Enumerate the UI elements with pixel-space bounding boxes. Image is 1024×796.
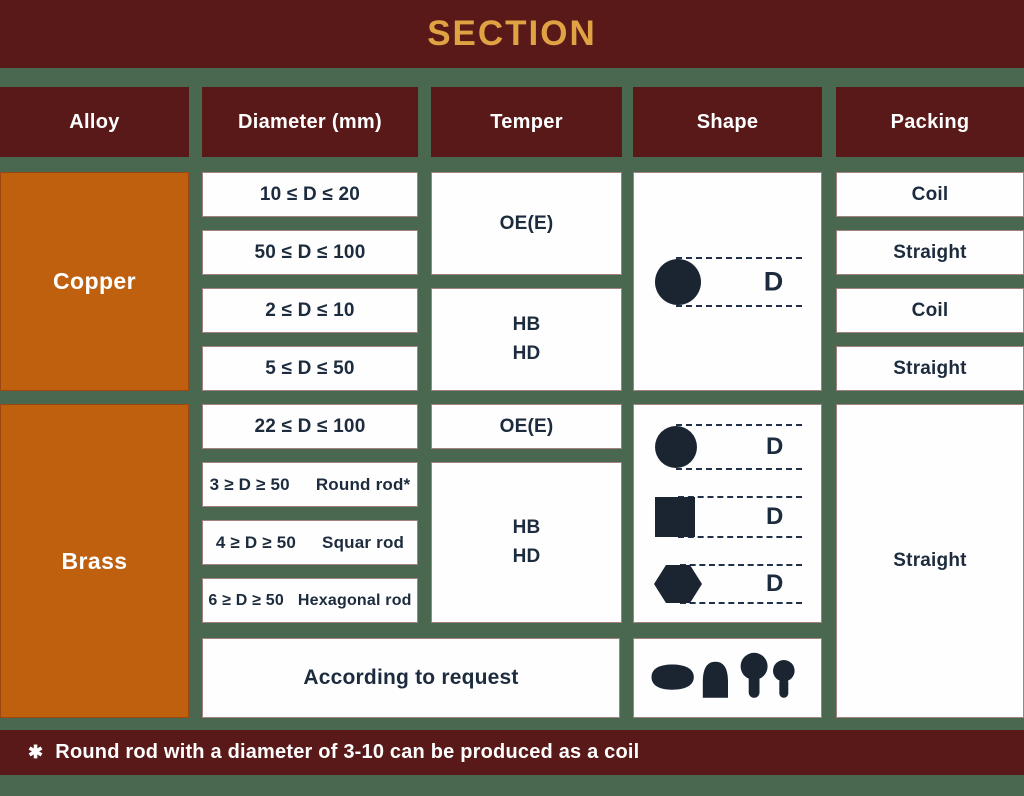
brass-diameter-combo: 3 ≥ D ≥ 50 Round rod* <box>210 475 411 495</box>
hexagon-shape-icon <box>653 564 702 603</box>
custom-profiles-icon <box>651 652 795 698</box>
page-title: SECTION <box>427 14 597 53</box>
copper-temper-hb-hd: HB HD <box>431 288 622 391</box>
column-header-packing: Packing <box>836 87 1024 157</box>
according-to-request-cell: According to request <box>202 638 620 718</box>
asterisk-icon: ✱ <box>28 742 44 762</box>
copper-packing-row-2: Straight <box>836 230 1024 275</box>
copper-packing-row-3: Coil <box>836 288 1024 333</box>
diameter-range: 3 ≥ D ≥ 50 <box>209 474 290 494</box>
temper-hd-label: HD <box>512 342 541 364</box>
brass-diameter-combo: 4 ≥ D ≥ 50 Squar rod <box>216 533 404 553</box>
diameter-dimension-lines <box>675 256 802 307</box>
round-shape-diagram: D <box>648 256 808 307</box>
rod-type-label: Hexagonal rod <box>297 591 412 609</box>
brass-diameter-combo: 6 ≥ D ≥ 50 Hexagonal rod <box>208 592 411 610</box>
copper-packing-row-4: Straight <box>836 346 1024 391</box>
custom-profiles-cell <box>633 638 822 718</box>
column-header-shape: Shape <box>633 87 822 157</box>
brass-packing-cell: Straight <box>836 404 1024 718</box>
hexagon-shape-diagram: D <box>648 563 808 604</box>
brass-temper-hb-hd: HB HD <box>431 462 622 623</box>
copper-diameter-row-2: 50 ≤ D ≤ 100 <box>202 230 418 275</box>
copper-packing-row-1: Coil <box>836 172 1024 217</box>
brass-shape-cell: D D D <box>633 404 822 623</box>
alloy-cell-brass: Brass <box>0 404 189 718</box>
copper-shape-cell: D <box>633 172 822 391</box>
diameter-dimension-lines <box>675 423 802 470</box>
footnote-text: Round rod with a diameter of 3-10 can be… <box>55 741 640 763</box>
copper-diameter-row-1: 10 ≤ D ≤ 20 <box>202 172 418 217</box>
temper-hb-label: HB <box>512 517 541 538</box>
column-header-temper: Temper <box>431 87 622 157</box>
square-shape-diagram: D <box>648 495 808 538</box>
rod-type-label: Squar rod <box>322 532 405 552</box>
copper-temper-oe: OE(E) <box>431 172 622 275</box>
diameter-letter: D <box>765 569 784 597</box>
title-bar: SECTION <box>0 0 1024 68</box>
brass-diameter-row-3: 4 ≥ D ≥ 50 Squar rod <box>202 520 418 565</box>
footnote-bar: ✱ Round rod with a diameter of 3-10 can … <box>0 730 1024 775</box>
diameter-letter: D <box>765 432 784 460</box>
diameter-range: 4 ≥ D ≥ 50 <box>215 532 297 552</box>
diameter-letter: D <box>763 266 784 296</box>
round-shape-icon <box>654 258 701 305</box>
brass-diameter-row-4: 6 ≥ D ≥ 50 Hexagonal rod <box>202 578 418 623</box>
copper-diameter-row-4: 5 ≤ D ≤ 50 <box>202 346 418 391</box>
alloy-cell-copper: Copper <box>0 172 189 391</box>
temper-hd-label: HD <box>512 545 541 567</box>
diameter-dimension-lines <box>677 495 802 538</box>
round-shape-diagram: D <box>648 423 808 470</box>
rod-type-label: Round rod* <box>315 474 411 494</box>
column-header-alloy: Alloy <box>0 87 189 157</box>
brass-temper-oe: OE(E) <box>431 404 622 449</box>
brass-shape-stack: D D D <box>634 405 821 622</box>
diameter-range: 6 ≥ D ≥ 50 <box>208 591 284 609</box>
square-shape-icon <box>654 496 695 537</box>
round-shape-icon <box>654 425 697 468</box>
column-header-diameter: Diameter (mm) <box>202 87 418 157</box>
temper-hb-label: HB <box>512 314 541 335</box>
diameter-dimension-lines <box>679 563 802 604</box>
copper-diameter-row-3: 2 ≤ D ≤ 10 <box>202 288 418 333</box>
brass-diameter-row-1: 22 ≤ D ≤ 100 <box>202 404 418 449</box>
diameter-letter: D <box>765 502 784 530</box>
brass-diameter-row-2: 3 ≥ D ≥ 50 Round rod* <box>202 462 418 507</box>
